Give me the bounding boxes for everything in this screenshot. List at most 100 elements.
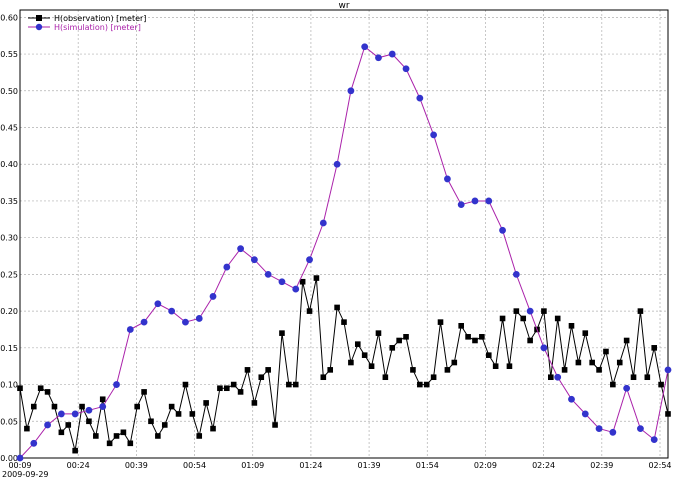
x-tick-label: 00:09 [8, 461, 31, 470]
data-point [382, 374, 389, 381]
y-tick-label: 0.55 [0, 50, 18, 59]
data-point [99, 403, 107, 410]
y-tick-label: 0.50 [0, 87, 18, 96]
data-point [93, 433, 99, 439]
data-point [637, 425, 644, 433]
data-point [650, 436, 658, 444]
series-2 [16, 43, 672, 462]
data-point [368, 363, 375, 369]
data-point [347, 87, 355, 95]
series-line [19, 45, 669, 459]
data-point [444, 367, 451, 373]
data-point [327, 367, 334, 373]
data-point [196, 433, 203, 439]
data-point [471, 197, 479, 205]
data-point [85, 406, 93, 414]
data-point [265, 367, 271, 373]
data-point [17, 385, 23, 392]
data-point [168, 403, 175, 410]
data-point [506, 363, 513, 369]
x-tick-label: 01:54 [416, 461, 439, 470]
data-point [57, 410, 65, 418]
y-tick-label: 0.60 [0, 13, 18, 22]
data-point [375, 54, 382, 62]
data-point [554, 373, 562, 381]
data-point [244, 367, 251, 373]
y-axis-ticks: 0.00 0.05 0.10 0.15 0.20 0.25 0.30 0.35 0.40 0.45… [0, 13, 18, 463]
data-point [279, 330, 285, 336]
y-tick-label: 0.25 [0, 270, 18, 279]
y-tick-label: 0.35 [0, 197, 18, 206]
data-point [168, 307, 176, 315]
data-point [182, 318, 189, 326]
data-point [644, 374, 651, 381]
data-point [527, 337, 533, 344]
data-point [237, 245, 244, 253]
data-point [361, 43, 369, 51]
data-point [79, 403, 85, 410]
data-point [106, 440, 113, 447]
data-point [44, 421, 51, 429]
data-point [320, 374, 327, 381]
data-point [65, 422, 72, 428]
x-tick-label: 01:09 [241, 461, 264, 470]
x-tick-label: 01:39 [358, 461, 381, 470]
legend-label: H(simulation) [meter] [54, 23, 141, 32]
series-1 [17, 275, 671, 454]
data-point [120, 429, 127, 436]
data-point [209, 293, 217, 300]
data-point [444, 175, 451, 183]
data-point [141, 389, 147, 395]
data-point [396, 337, 402, 344]
data-point [403, 334, 409, 340]
data-point [548, 374, 554, 381]
x-tick-label: 01:24 [299, 461, 322, 470]
x-tick-label: 02:54 [648, 461, 671, 470]
data-point [319, 219, 327, 227]
legend-label: H(observation) [meter] [54, 14, 146, 23]
data-point [513, 308, 520, 314]
data-point [203, 400, 209, 406]
data-point [16, 454, 24, 462]
x-tick-label: 02:24 [532, 461, 555, 470]
data-point [554, 315, 561, 322]
data-point [658, 381, 664, 388]
data-point [520, 315, 527, 322]
data-point [299, 278, 306, 285]
x-tick-label: 02:09 [474, 461, 497, 470]
data-point [99, 396, 106, 403]
x-tick-label: 00:39 [125, 461, 148, 470]
data-point [389, 345, 396, 351]
data-point [664, 366, 672, 374]
data-point [72, 447, 78, 454]
data-point [665, 411, 671, 417]
data-point [361, 352, 368, 358]
data-point [230, 381, 237, 388]
data-point [485, 197, 493, 205]
data-point [568, 395, 575, 403]
y-tick-label: 0.20 [0, 307, 18, 316]
data-point [278, 278, 286, 286]
data-point [30, 439, 38, 447]
data-point [561, 367, 568, 373]
data-point [292, 381, 299, 388]
data-point [250, 256, 258, 264]
data-point [609, 428, 617, 436]
data-point [512, 270, 520, 278]
data-point [334, 304, 340, 311]
x-tick-label: 00:24 [67, 461, 90, 470]
data-point [71, 410, 79, 418]
data-point [499, 315, 506, 322]
data-point [492, 363, 499, 369]
data-point [581, 410, 589, 418]
data-point [499, 226, 506, 234]
data-point [286, 381, 292, 388]
data-point [224, 385, 230, 392]
data-point [526, 307, 534, 315]
data-point [127, 440, 134, 447]
data-point [182, 381, 189, 388]
y-tick-label: 0.45 [0, 124, 18, 133]
y-tick-label: 0.15 [0, 344, 18, 353]
data-point [51, 403, 58, 410]
data-point [589, 359, 595, 366]
